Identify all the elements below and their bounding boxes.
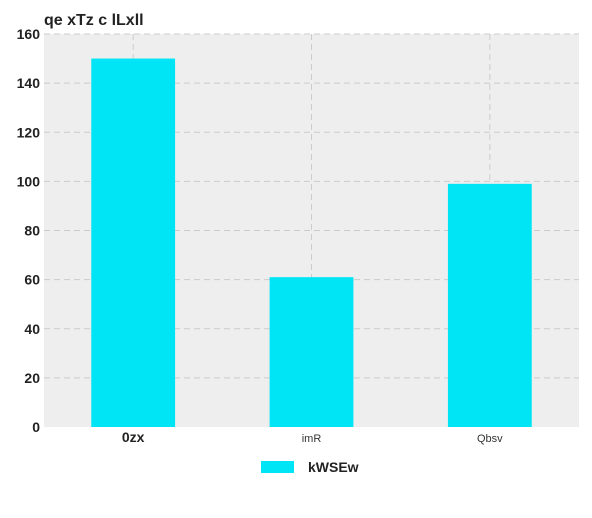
y-tick-label: 0 bbox=[32, 419, 40, 435]
y-tick-label: 140 bbox=[17, 75, 41, 91]
y-tick-label: 40 bbox=[24, 321, 40, 337]
x-axis-ticks: 0zx imR Qbsv bbox=[122, 429, 503, 445]
y-tick-label: 120 bbox=[17, 124, 41, 140]
y-tick-label: 160 bbox=[17, 26, 41, 42]
bar-0zx bbox=[91, 58, 176, 427]
y-tick-label: 20 bbox=[24, 370, 40, 386]
x-tick-label: 0zx bbox=[122, 429, 145, 445]
y-axis-ticks: 0 20 40 60 80 100 120 140 160 bbox=[17, 26, 41, 435]
legend: kWSEw bbox=[261, 459, 359, 475]
y-tick-label: 100 bbox=[17, 173, 41, 189]
y-tick-label: 60 bbox=[24, 272, 40, 288]
x-tick-label: Qbsv bbox=[477, 433, 503, 445]
x-tick-label: imR bbox=[302, 433, 322, 445]
bar-imR bbox=[269, 277, 354, 427]
bar-Qbsv bbox=[447, 183, 532, 427]
legend-swatch bbox=[261, 461, 294, 473]
chart-title: qe xTz c lLxll bbox=[44, 12, 144, 29]
bar-series bbox=[91, 58, 532, 427]
legend-label: kWSEw bbox=[308, 459, 359, 475]
y-tick-label: 80 bbox=[24, 223, 40, 239]
